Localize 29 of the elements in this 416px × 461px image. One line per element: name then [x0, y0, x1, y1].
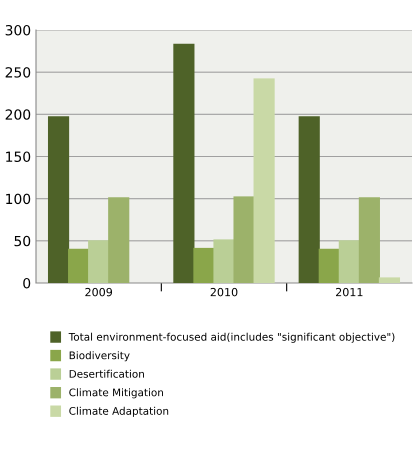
bar — [193, 248, 215, 283]
x-tick-label: 2011 — [336, 288, 362, 296]
y-tick-label: 300 — [6, 24, 30, 36]
bar — [254, 78, 275, 283]
legend-label: Climate Mitigation — [69, 388, 164, 398]
bar — [338, 240, 360, 283]
bar — [48, 116, 70, 283]
bar — [213, 239, 235, 283]
x-tick-label: 2009 — [85, 288, 112, 296]
y-tick-label: 0 — [23, 278, 30, 288]
y-tick-label: 250 — [6, 67, 30, 78]
bar — [68, 248, 90, 283]
y-tick-label: 150 — [6, 151, 30, 162]
bar — [298, 116, 320, 283]
legend-label: Biodiversity — [70, 351, 130, 362]
legend-label: Desertification — [70, 370, 144, 378]
legend-label: Climate Adaptation — [69, 406, 168, 417]
bar — [173, 44, 194, 283]
bar — [108, 197, 130, 283]
bar — [318, 248, 340, 283]
bar — [233, 196, 255, 283]
y-tick-label: 200 — [6, 109, 30, 120]
legend-label: Total environment-focused aid(includes "significant objective") — [68, 332, 394, 343]
y-tick-label: 50 — [14, 236, 30, 246]
bar — [378, 277, 400, 283]
bar — [88, 240, 110, 283]
bar — [358, 197, 380, 283]
y-tick-label: 100 — [6, 194, 30, 204]
x-tick-label: 2010 — [210, 288, 238, 296]
